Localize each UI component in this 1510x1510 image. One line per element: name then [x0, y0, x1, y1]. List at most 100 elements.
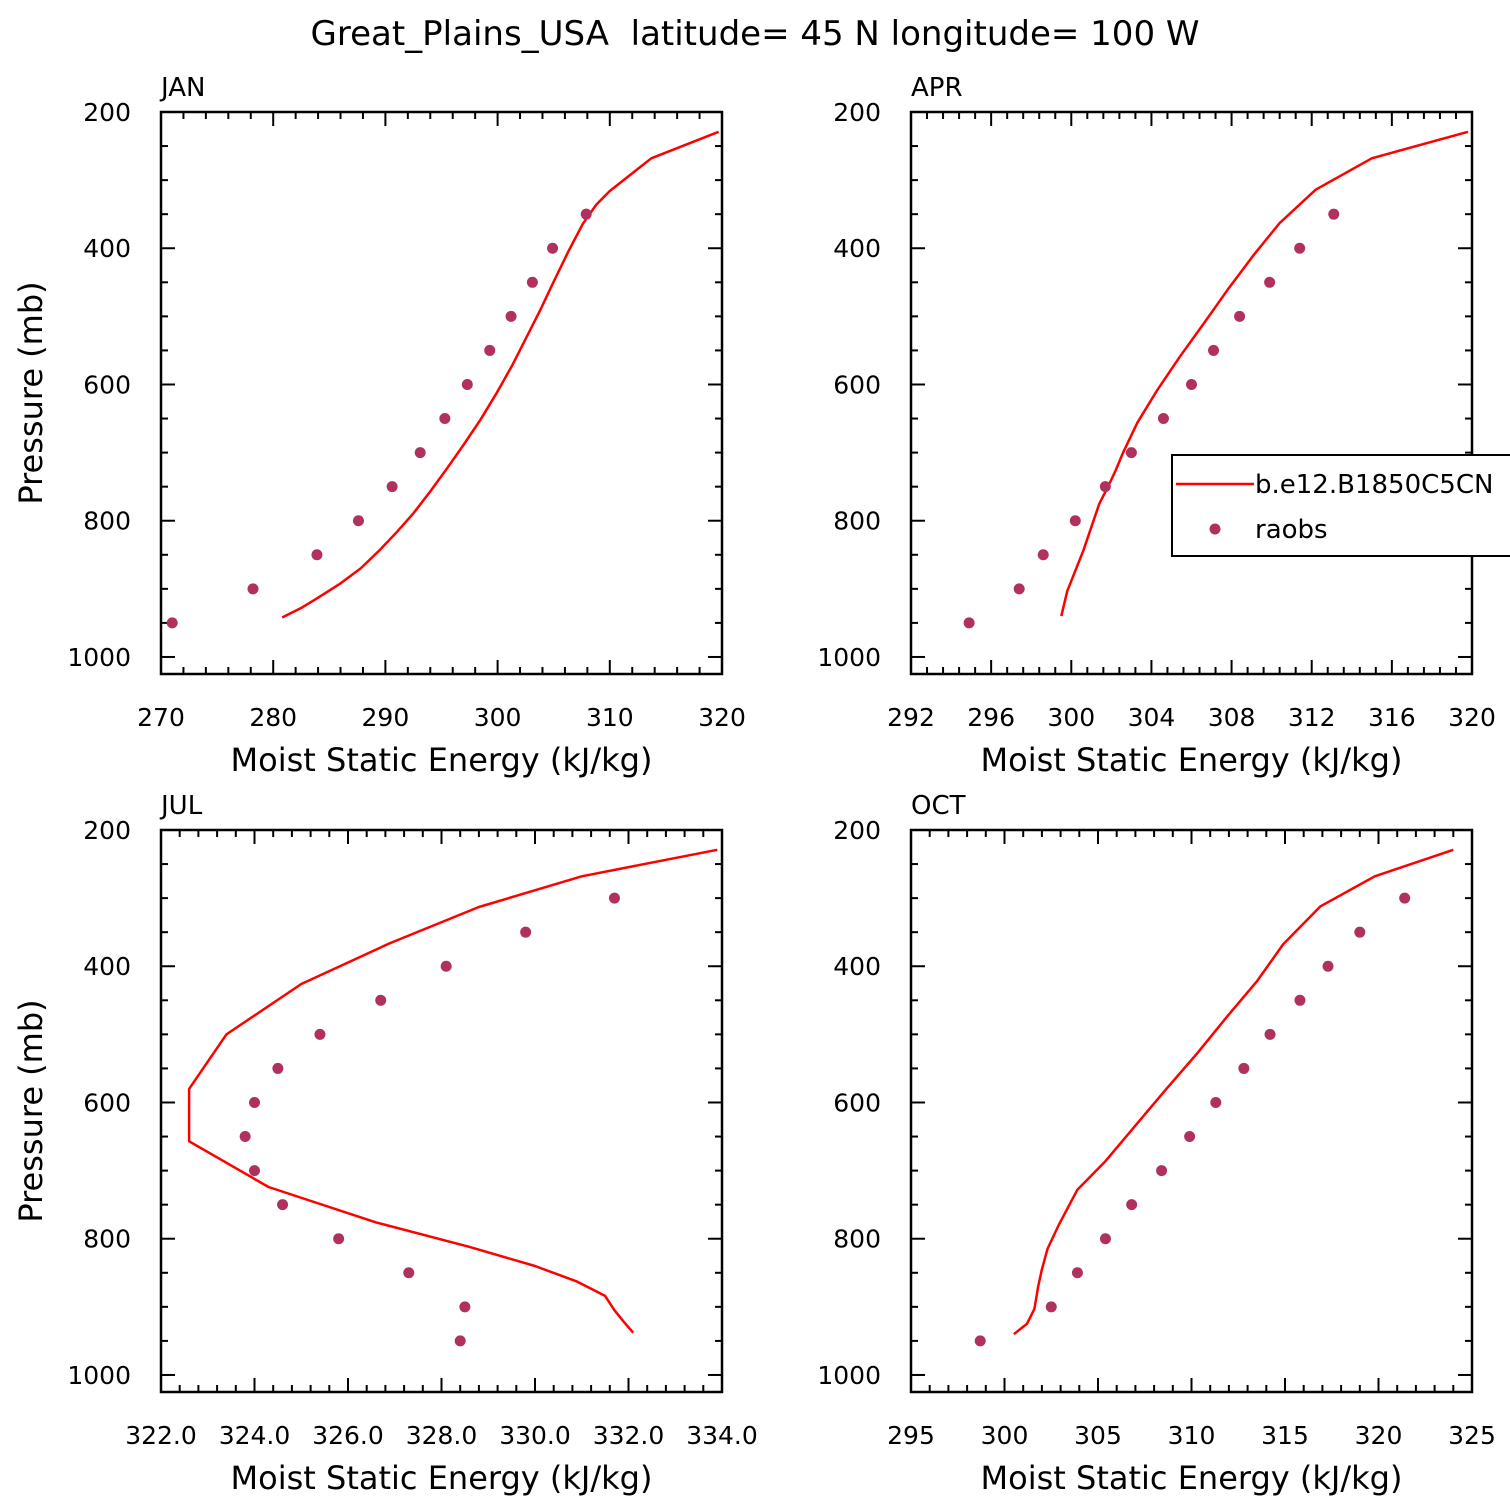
x-tick-label: 312	[1288, 703, 1336, 732]
raobs-point	[314, 1028, 326, 1040]
y-tick-label: 800	[83, 507, 131, 536]
raobs-point	[166, 617, 178, 629]
x-tick-label: 295	[887, 1421, 935, 1450]
raobs-point	[239, 1131, 251, 1143]
y-tick-label: 600	[83, 1088, 131, 1117]
x-tick-label: 304	[1128, 703, 1176, 732]
x-axis-label: Moist Static Energy (kJ/kg)	[981, 741, 1403, 779]
raobs-point	[1186, 378, 1197, 390]
panel-label: JUL	[159, 791, 203, 821]
legend-marker-swatch	[1209, 523, 1221, 535]
raobs-point	[1399, 892, 1411, 904]
raobs-point	[454, 1335, 466, 1347]
series-line-model	[1060, 130, 1469, 617]
raobs-point	[1069, 515, 1081, 527]
y-tick-label: 800	[83, 1225, 131, 1254]
legend-label: b.e12.B1850C5CN	[1255, 470, 1493, 500]
y-tick-label: 600	[833, 370, 881, 399]
plot-area	[963, 130, 1469, 629]
raobs-point	[1099, 1233, 1111, 1245]
plot-frame	[159, 110, 724, 676]
raobs-point	[277, 1199, 289, 1211]
x-tick-label: 270	[137, 703, 185, 732]
raobs-point	[1210, 1096, 1222, 1108]
panel-jul: JUL 322.0 324.0 326.0 328.0 330.0 332.0 334.0 20…	[12, 791, 758, 1497]
raobs-point	[247, 583, 259, 595]
x-tick-label: 330.0	[499, 1421, 571, 1450]
raobs-point	[1322, 960, 1334, 972]
raobs-point	[272, 1062, 284, 1074]
raobs-point	[1238, 1062, 1250, 1074]
x-tick-label: 320	[1355, 1421, 1403, 1450]
panel-label: OCT	[911, 791, 966, 821]
x-tick-label: 300	[474, 703, 522, 732]
raobs-point	[520, 926, 532, 938]
x-tick-label: 320	[698, 703, 746, 732]
x-axis-label: Moist Static Energy (kJ/kg)	[231, 1459, 653, 1497]
raobs-point	[1099, 481, 1111, 493]
x-tick-label: 332.0	[593, 1421, 665, 1450]
legend: b.e12.B1850C5CN raobs	[1171, 454, 1510, 557]
panel-label: APR	[911, 73, 963, 103]
x-tick-label: 328.0	[406, 1421, 478, 1450]
x-tick-label: 334.0	[686, 1421, 758, 1450]
raobs-point	[1294, 994, 1306, 1006]
y-tick-label: 400	[83, 952, 131, 981]
raobs-point	[375, 994, 387, 1006]
legend-box	[1171, 454, 1510, 557]
y-tick-label: 600	[83, 370, 131, 399]
raobs-point	[1264, 1028, 1276, 1040]
raobs-point	[403, 1267, 415, 1279]
raobs-point	[974, 1335, 986, 1347]
x-axis-label: Moist Static Energy (kJ/kg)	[231, 741, 653, 779]
raobs-point	[1328, 208, 1340, 220]
raobs-point	[249, 1096, 260, 1108]
plot-area	[187, 848, 718, 1347]
raobs-point	[505, 310, 517, 322]
x-tick-label: 290	[362, 703, 410, 732]
raobs-point	[1037, 549, 1049, 561]
raobs-point	[1184, 1131, 1196, 1143]
panel-label: JAN	[159, 73, 205, 103]
plot-area	[166, 130, 720, 629]
x-tick-label: 322.0	[125, 1421, 197, 1450]
plot-frame	[909, 110, 1474, 676]
x-tick-label: 310	[586, 703, 634, 732]
raobs-point	[580, 208, 592, 220]
x-tick-label: 324.0	[219, 1421, 291, 1450]
y-tick-label: 800	[833, 507, 881, 536]
y-tick-label: 800	[833, 1225, 881, 1254]
x-tick-label: 325	[1448, 1421, 1496, 1450]
y-tick-label: 400	[83, 234, 131, 263]
raobs-point	[386, 481, 398, 493]
y-tick-label: 1000	[817, 643, 881, 672]
raobs-point	[484, 344, 496, 356]
raobs-point	[1125, 447, 1137, 459]
raobs-point	[1013, 583, 1025, 595]
panel-jan: JAN 270 280 290 300 310 320 200 400 600 800 1000 Moi…	[12, 73, 746, 779]
x-tick-label: 320	[1448, 703, 1496, 732]
raobs-point	[1208, 344, 1220, 356]
figure-title: Great_Plains_USA latitude= 45 N longitud…	[311, 14, 1200, 54]
x-tick-label: 280	[249, 703, 297, 732]
x-tick-label: 316	[1368, 703, 1416, 732]
y-axis-label: Pressure (mb)	[12, 999, 50, 1222]
x-tick-label: 300	[981, 1421, 1029, 1450]
raobs-point	[547, 242, 559, 254]
y-tick-label: 200	[833, 98, 881, 127]
raobs-point	[1071, 1267, 1083, 1279]
y-tick-label: 1000	[67, 1361, 131, 1390]
raobs-point	[1045, 1301, 1057, 1313]
x-tick-label: 308	[1208, 703, 1256, 732]
raobs-point	[1157, 413, 1169, 425]
y-tick-label: 200	[83, 98, 131, 127]
raobs-point	[1156, 1165, 1168, 1177]
raobs-point	[249, 1165, 260, 1177]
x-tick-label: 315	[1261, 1421, 1309, 1450]
raobs-point	[440, 960, 452, 972]
raobs-point	[414, 447, 426, 459]
y-tick-label: 400	[833, 234, 881, 263]
legend-label: raobs	[1255, 515, 1328, 545]
raobs-point	[459, 1301, 471, 1313]
